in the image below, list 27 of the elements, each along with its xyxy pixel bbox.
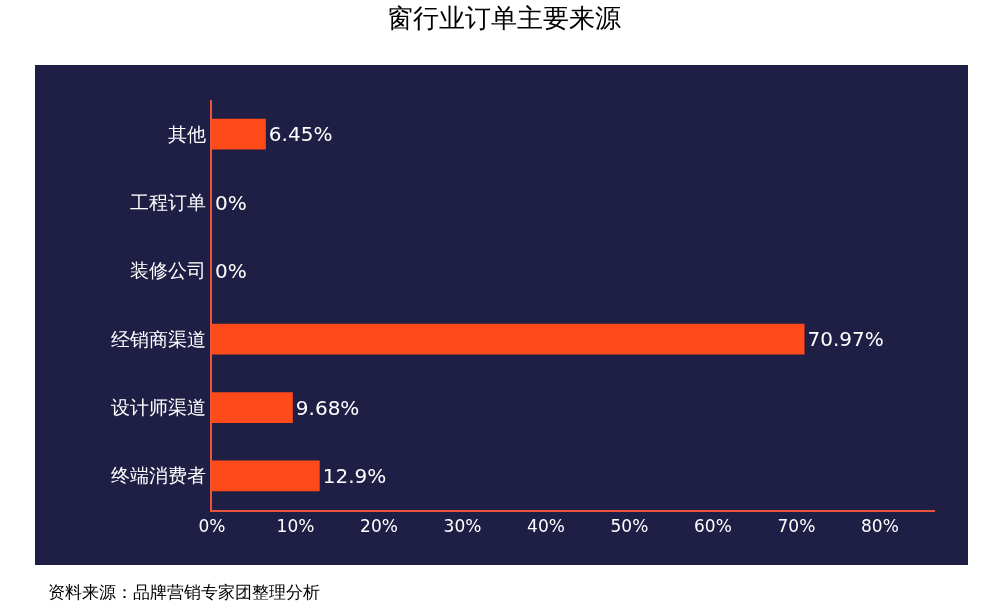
x-tick-label: 10% [276,516,315,537]
chart-title: 窗行业订单主要来源 [387,3,621,34]
x-tick-label: 40% [527,516,565,537]
x-tick-label: 50% [610,516,649,537]
x-tick-label: 20% [360,516,398,537]
y-tick-label: 经销商渠道 [111,327,207,350]
y-tick-label: 装修公司 [130,259,207,282]
y-tick-label: 其他 [168,122,207,145]
data-label: 12.9% [322,463,387,488]
bar [212,392,293,423]
x-tick-label: 60% [694,516,732,537]
text: 资料来源：品牌营销专家团整理分析 [48,582,320,602]
y-tick-label: 工程订单 [130,191,207,214]
x-tick-label: 80% [861,516,899,537]
bar [212,460,320,492]
data-label: 9.68% [295,395,360,420]
data-label: 6.45% [268,122,333,147]
y-tick-label: 终端消费者 [111,464,207,487]
x-tick-label: 30% [443,516,482,537]
data-label: 0% [215,190,247,215]
x-tick-label: 70% [777,516,816,537]
y-tick-label: 设计师渠道 [111,396,207,419]
bar [212,118,266,150]
data-label: 0% [215,258,247,283]
bar [212,323,805,355]
data-label: 70.97% [807,327,884,352]
x-tick-label: 0% [198,516,226,537]
